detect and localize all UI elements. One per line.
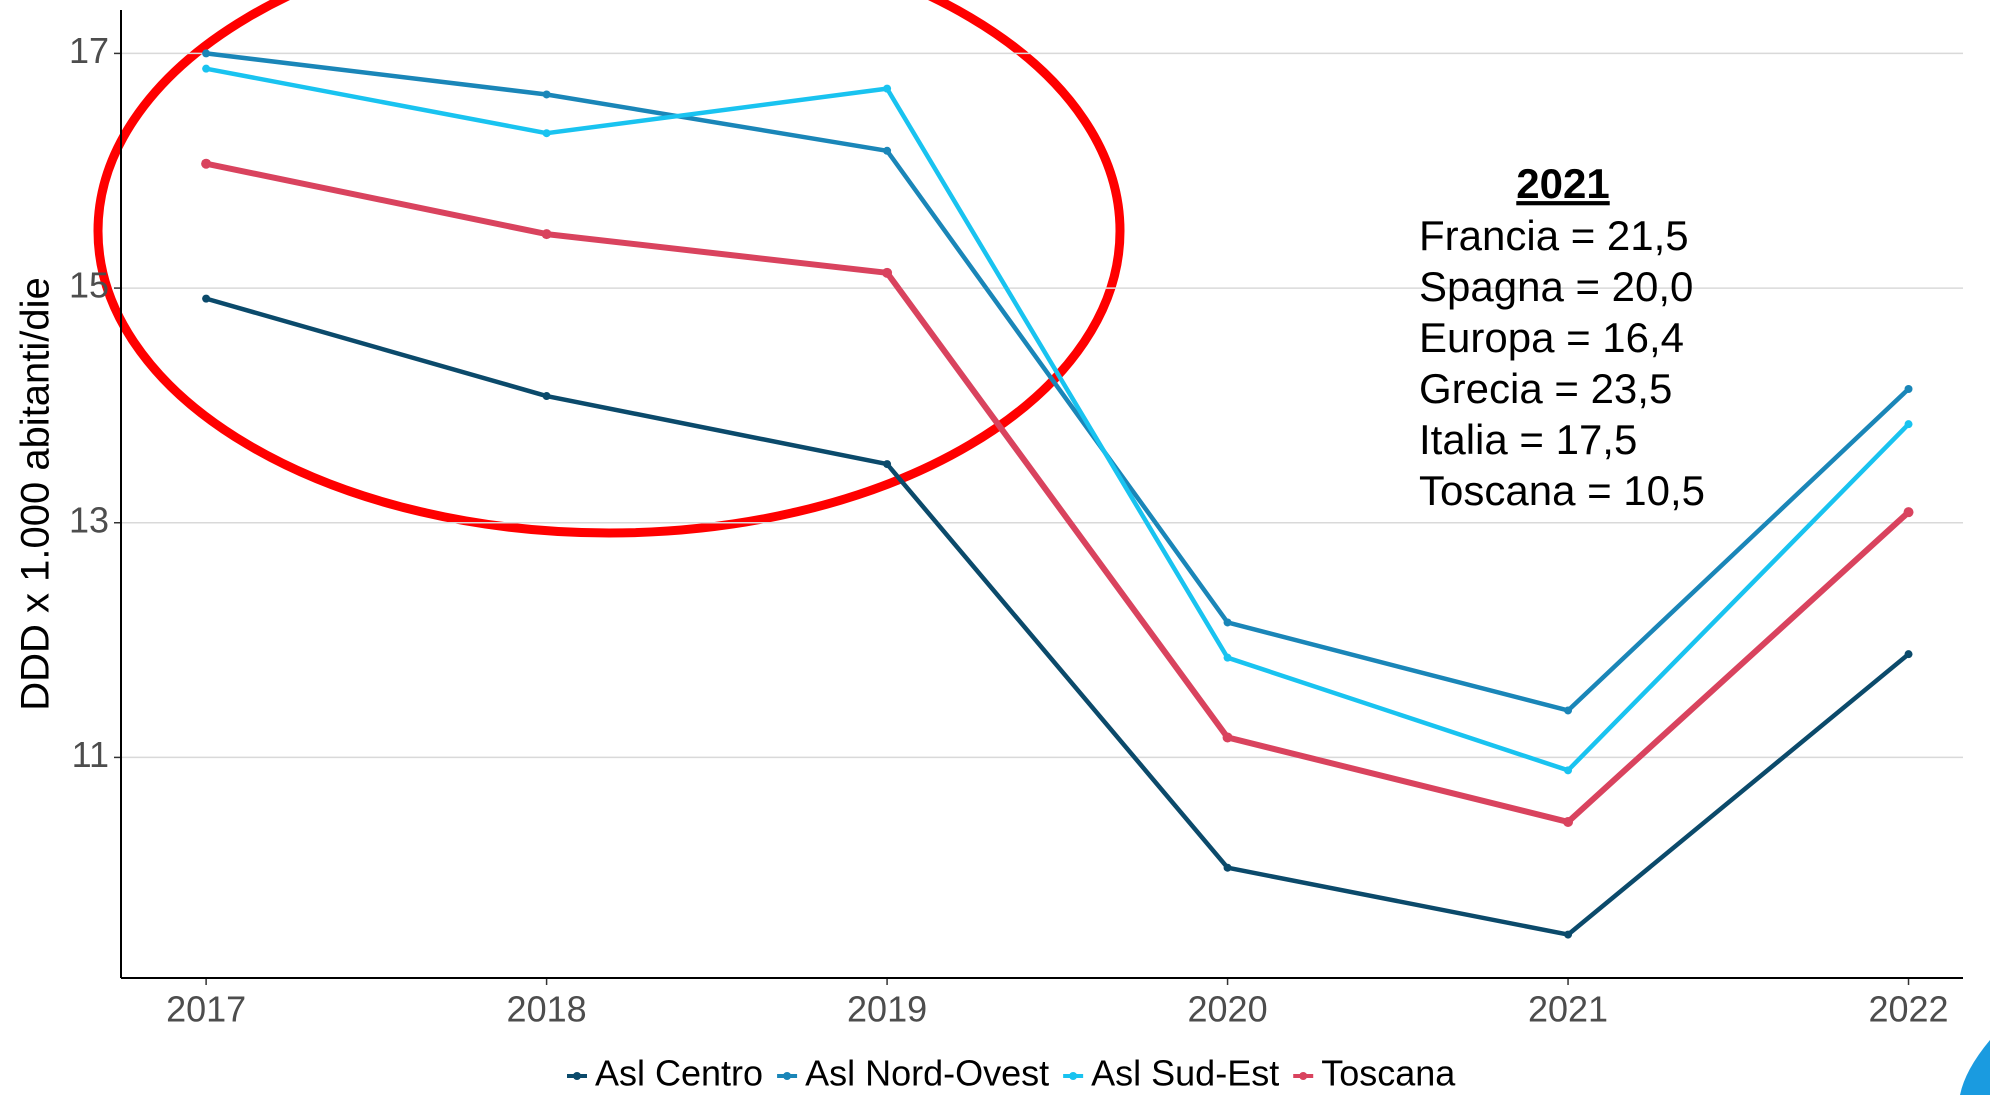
data-point: [1563, 816, 1574, 827]
data-point: [541, 229, 552, 240]
annotation-line: Francia = 21,5: [1419, 212, 1689, 259]
data-point: [1903, 507, 1914, 518]
legend-key-dot: [1299, 1072, 1308, 1080]
y-tick-label: 15: [69, 265, 109, 306]
legend-label: Asl Sud-Est: [1091, 1053, 1279, 1094]
data-point: [1223, 863, 1232, 872]
legend-label: Asl Nord-Ovest: [805, 1053, 1049, 1094]
legend-key-dot: [783, 1072, 792, 1080]
x-tick-label: 2017: [166, 989, 246, 1030]
data-point: [883, 460, 892, 469]
data-point: [1223, 653, 1232, 662]
data-point: [882, 267, 893, 278]
annotation-line: Spagna = 20,0: [1419, 263, 1693, 310]
data-point: [1222, 732, 1233, 743]
data-point: [542, 129, 551, 138]
legend-label: Toscana: [1321, 1053, 1456, 1094]
data-point: [202, 64, 211, 73]
legend-key-dot: [1069, 1072, 1078, 1080]
legend-key-dot: [573, 1072, 581, 1080]
data-point: [883, 84, 892, 93]
data-point: [202, 294, 211, 303]
data-point: [1564, 930, 1573, 939]
data-point: [1564, 706, 1573, 715]
data-point: [883, 146, 892, 155]
x-tick-label: 2018: [507, 989, 587, 1030]
series-line: [205, 160, 1911, 825]
annotation-line: Grecia = 23,5: [1419, 365, 1672, 412]
data-point: [1564, 766, 1573, 775]
data-point: [1223, 618, 1232, 627]
data-point: [1904, 384, 1913, 393]
x-tick-label: 2019: [847, 989, 927, 1030]
x-tick-label: 2021: [1528, 989, 1608, 1030]
annotation-title: 2021: [1516, 160, 1609, 207]
series-line: [205, 296, 1910, 937]
corner-logo: [1960, 1040, 1990, 1095]
data-point: [542, 90, 551, 99]
data-point: [201, 158, 212, 169]
y-tick-label: 11: [72, 734, 109, 775]
data-point: [542, 392, 551, 401]
annotation-line: Europa = 16,4: [1419, 314, 1684, 361]
x-tick-label: 2022: [1868, 989, 1948, 1030]
series-line: [205, 51, 1911, 713]
y-tick-label: 13: [69, 499, 109, 540]
y-tick-label: 17: [69, 30, 109, 71]
highlight-ellipse: [93, 0, 1125, 538]
annotation-line: Italia = 17,5: [1419, 416, 1637, 463]
data-point: [1904, 420, 1913, 429]
y-axis-title: DDD x 1.000 abitanti/die: [14, 277, 58, 711]
legend-label: Asl Centro: [595, 1053, 763, 1094]
annotation-line: Toscana = 10,5: [1419, 467, 1705, 514]
data-point: [1904, 650, 1913, 659]
data-point: [202, 49, 211, 58]
x-tick-label: 2020: [1188, 989, 1268, 1030]
series-line: [205, 66, 1911, 773]
